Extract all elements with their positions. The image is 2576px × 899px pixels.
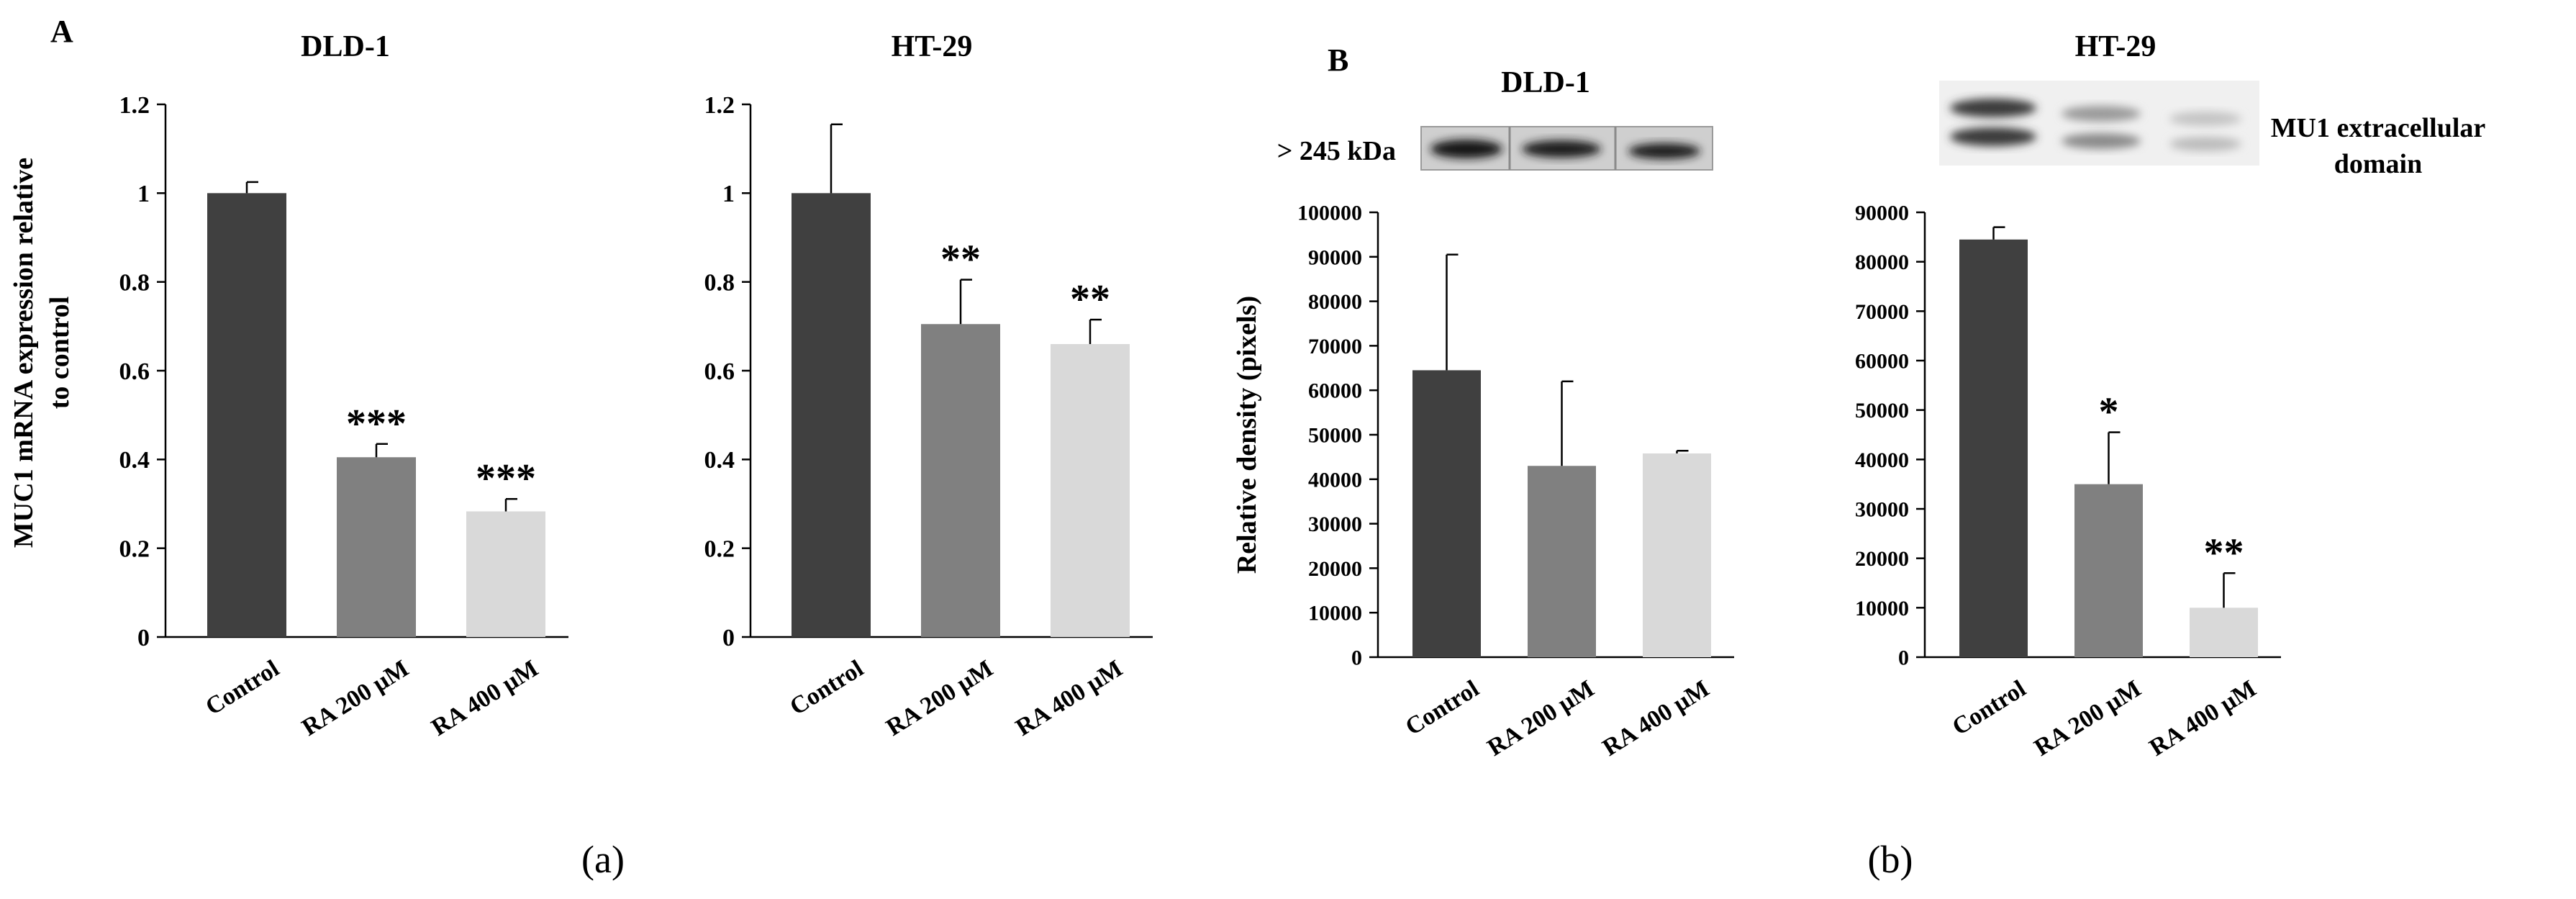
y-tick-label: 0.6 [704,358,735,385]
y-tick-label: 1 [722,181,735,207]
category-label: RA 400 µM [2145,675,2261,762]
bar [921,324,1000,637]
category-label: RA 200 µM [881,655,997,741]
y-tick-label: 70000 [1308,335,1362,358]
category-label: Control [1948,675,2031,741]
chart-title: DLD-1 [301,30,390,63]
caption-a: (a) [581,838,625,881]
bar [2074,484,2143,657]
y-tick-label: 30000 [1308,512,1362,536]
chart-title: DLD-1 [1501,66,1590,99]
significance-marker: *** [346,402,407,446]
y-tick-label: 50000 [1308,424,1362,448]
bar [792,193,871,637]
bar [2190,607,2258,657]
bar [1051,344,1130,637]
blot-dld1-image [1420,126,1713,171]
significance-marker: * [2099,390,2119,435]
y-tick-label: 0.2 [704,536,735,563]
y-axis-label: Relative density (pixels) [1232,296,1262,574]
category-label: RA 200 µM [1483,675,1599,762]
panel-label-a: A [50,14,73,49]
significance-marker: *** [476,456,536,501]
y-tick-label: 30000 [1855,498,1909,522]
y-tick-label: 1 [137,181,150,207]
bar [1643,453,1711,657]
y-tick-label: 90000 [1308,245,1362,269]
significance-marker: ** [2204,530,2244,575]
bar [337,457,416,637]
bar [1528,466,1596,657]
blot-protein-label-line1: MU1 extracellular [2271,113,2486,143]
category-label: Control [201,655,284,720]
y-tick-label: 0.4 [704,447,735,474]
y-tick-label: 40000 [1855,448,1909,472]
significance-marker: ** [1070,277,1110,322]
blot-protein-label-line2: domain [2334,149,2422,179]
y-tick-label: 0 [1898,646,1909,670]
chart-dld1-mrna: DLD-1 MUC1 mRNA expression relative to con… [9,30,568,741]
category-label: RA 200 µM [297,655,413,741]
y-tick-label: 0 [722,625,735,651]
chart-ht29-mrna: HT-29 0 0.2 0.4 0.6 0.8 1 1.2 Control ** RA 200 µM… [704,30,1153,741]
y-tick-label: 20000 [1855,547,1909,571]
y-tick-label: 0.8 [119,270,150,297]
y-tick-label: 100000 [1297,202,1362,225]
blot-marker-label: > 245 kDa [1277,136,1396,166]
category-label: RA 400 µM [1011,655,1127,741]
significance-marker: ** [940,238,981,282]
y-tick-label: 0.4 [119,447,150,474]
y-tick-label: 20000 [1308,557,1362,581]
y-tick-label: 40000 [1308,468,1362,492]
y-tick-label: 70000 [1855,300,1909,324]
y-tick-label: 0.6 [119,358,150,385]
y-tick-label: 0 [137,625,150,651]
caption-b: (b) [1868,838,1913,881]
bar [1959,239,2028,657]
blot-ht29-image [1939,81,2259,166]
bar [466,511,545,637]
y-axis-label: MUC1 mRNA expression relative [9,158,39,548]
y-tick-label: 60000 [1855,350,1909,374]
y-tick-label: 1.2 [119,92,150,119]
y-tick-label: 80000 [1855,250,1909,274]
y-axis-label: to control [45,297,75,410]
bar [1412,370,1481,657]
y-tick-label: 0 [1351,646,1362,670]
y-tick-label: 80000 [1308,290,1362,314]
y-tick-label: 90000 [1855,202,1909,225]
bar [207,193,286,637]
y-tick-label: 50000 [1855,399,1909,423]
category-label: RA 400 µM [1598,675,1714,762]
panel-label-b: B [1328,42,1348,78]
chart-title: HT-29 [2075,30,2157,63]
chart-title: HT-29 [892,30,973,63]
y-tick-label: 60000 [1308,379,1362,403]
y-tick-label: 10000 [1855,597,1909,620]
y-tick-label: 0.8 [704,270,735,297]
y-tick-label: 1.2 [704,92,735,119]
category-label: RA 200 µM [2030,675,2146,762]
category-label: Control [785,655,868,720]
category-label: Control [1401,675,1484,741]
y-tick-label: 0.2 [119,536,150,563]
category-label: RA 400 µM [427,655,543,741]
y-tick-label: 10000 [1308,602,1362,625]
